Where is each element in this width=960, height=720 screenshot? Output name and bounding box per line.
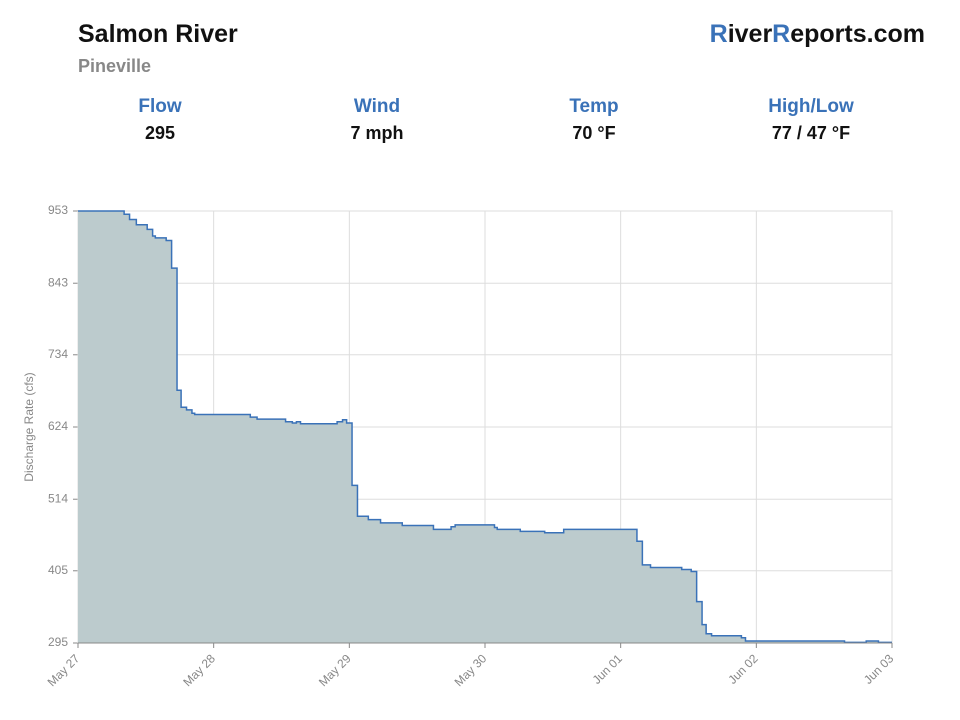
stat-label: Temp	[569, 96, 619, 117]
line	[78, 210, 892, 644]
x-tick-label: May 29	[316, 651, 354, 689]
y-tick-label: 734	[48, 347, 68, 361]
location: Pineville	[78, 56, 152, 76]
logo-part: iver	[727, 20, 773, 48]
x-tick-label: Jun 01	[590, 651, 626, 687]
stat: High/Low 77 / 47 °F	[711, 96, 911, 144]
logo[interactable]: RiverReports.com	[710, 20, 925, 49]
logo-part: R	[709, 20, 728, 48]
x-tick-label: Jun 02	[725, 651, 761, 687]
y-tick-label: 405	[48, 563, 68, 577]
y-tick-label: 514	[48, 491, 68, 505]
stat-value: 70 °F	[572, 123, 616, 143]
stat: Flow 295	[60, 96, 260, 144]
x-tick-label: May 30	[452, 651, 490, 689]
river-name: Salmon River	[78, 20, 238, 48]
x-tick-label: May 28	[180, 651, 218, 689]
area	[78, 211, 892, 643]
y-tick-label: 295	[48, 635, 68, 649]
stat-value: 7 mph	[350, 123, 404, 143]
stat-label: Flow	[138, 96, 182, 117]
x-tick-label: May 27	[45, 651, 83, 689]
stat: Temp 70 °F	[494, 96, 694, 144]
stat-label: High/Low	[768, 96, 854, 117]
x-tick-label: Jun 03	[861, 651, 897, 687]
stat-value: 295	[144, 123, 176, 143]
logo-part: R	[772, 20, 791, 48]
stat-value: 77 / 47 °F	[771, 123, 851, 143]
stat: Wind 7 mph	[277, 96, 477, 144]
y-tick-label: 953	[48, 203, 68, 217]
y-tick-label: 624	[48, 419, 68, 433]
logo-part: eports.com	[790, 20, 925, 48]
stat-label: Wind	[353, 96, 401, 117]
y-axis-label: Discharge Rate (cfs)	[22, 372, 36, 481]
y-tick-label: 843	[48, 275, 68, 289]
